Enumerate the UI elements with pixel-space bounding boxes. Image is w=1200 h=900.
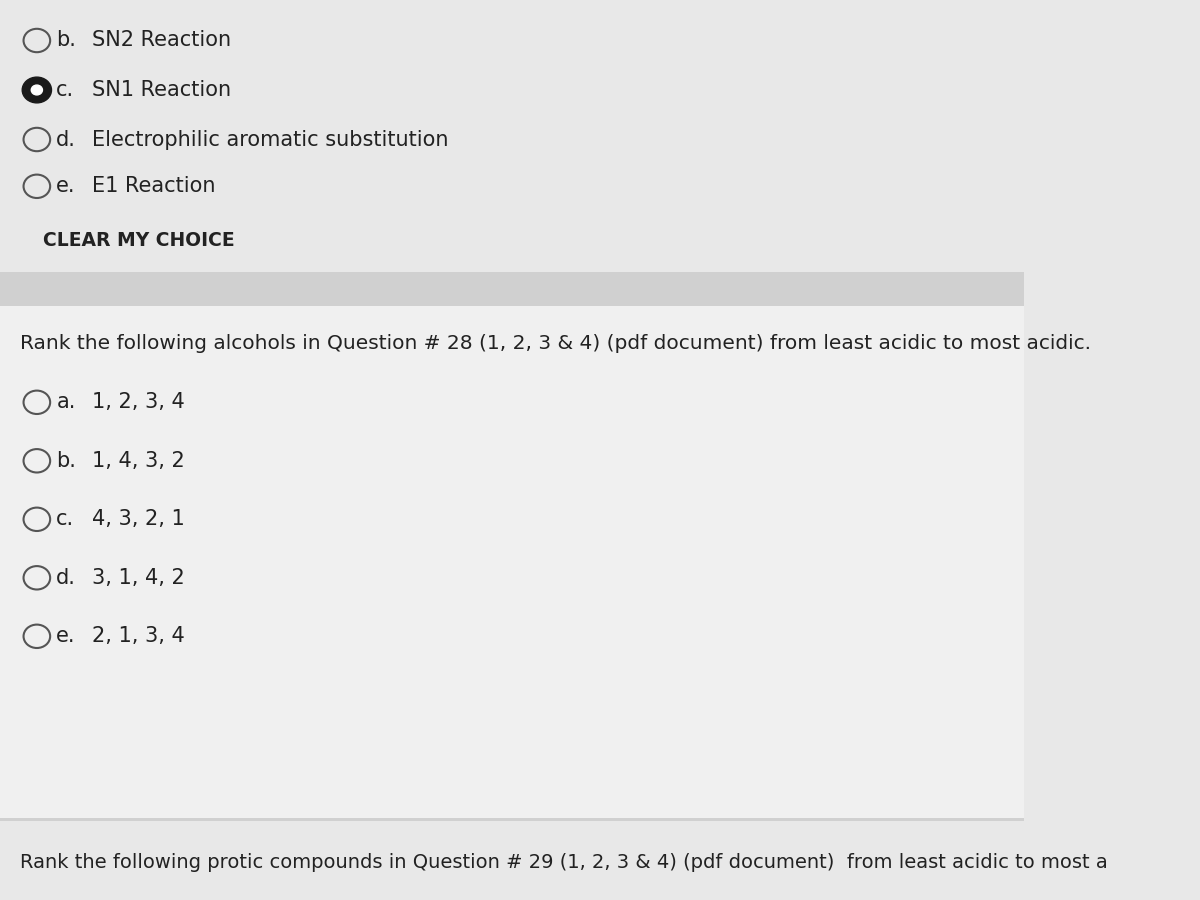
FancyBboxPatch shape — [0, 821, 1024, 900]
FancyBboxPatch shape — [0, 0, 1024, 272]
Text: E1 Reaction: E1 Reaction — [92, 176, 216, 196]
Text: c.: c. — [56, 509, 74, 529]
Text: SN1 Reaction: SN1 Reaction — [92, 80, 232, 100]
Circle shape — [31, 86, 42, 94]
Text: d.: d. — [56, 130, 76, 149]
Text: 1, 4, 3, 2: 1, 4, 3, 2 — [92, 451, 185, 471]
Text: 2, 1, 3, 4: 2, 1, 3, 4 — [92, 626, 185, 646]
Text: CLEAR MY CHOICE: CLEAR MY CHOICE — [43, 230, 235, 250]
Text: Rank the following alcohols in Question # 28 (1, 2, 3 & 4) (pdf document) from l: Rank the following alcohols in Question … — [20, 334, 1092, 354]
Text: c.: c. — [56, 80, 74, 100]
Text: d.: d. — [56, 568, 76, 588]
Circle shape — [23, 77, 52, 103]
Text: a.: a. — [56, 392, 76, 412]
Text: e.: e. — [56, 626, 76, 646]
Text: 3, 1, 4, 2: 3, 1, 4, 2 — [92, 568, 185, 588]
Text: Rank the following protic compounds in Question # 29 (1, 2, 3 & 4) (pdf document: Rank the following protic compounds in Q… — [20, 852, 1109, 872]
FancyBboxPatch shape — [0, 818, 1024, 821]
Text: b.: b. — [56, 31, 76, 50]
Text: SN2 Reaction: SN2 Reaction — [92, 31, 232, 50]
Text: Electrophilic aromatic substitution: Electrophilic aromatic substitution — [92, 130, 449, 149]
Text: 1, 2, 3, 4: 1, 2, 3, 4 — [92, 392, 185, 412]
Text: b.: b. — [56, 451, 76, 471]
Text: e.: e. — [56, 176, 76, 196]
FancyBboxPatch shape — [0, 306, 1024, 821]
Text: 4, 3, 2, 1: 4, 3, 2, 1 — [92, 509, 185, 529]
FancyBboxPatch shape — [0, 272, 1024, 306]
